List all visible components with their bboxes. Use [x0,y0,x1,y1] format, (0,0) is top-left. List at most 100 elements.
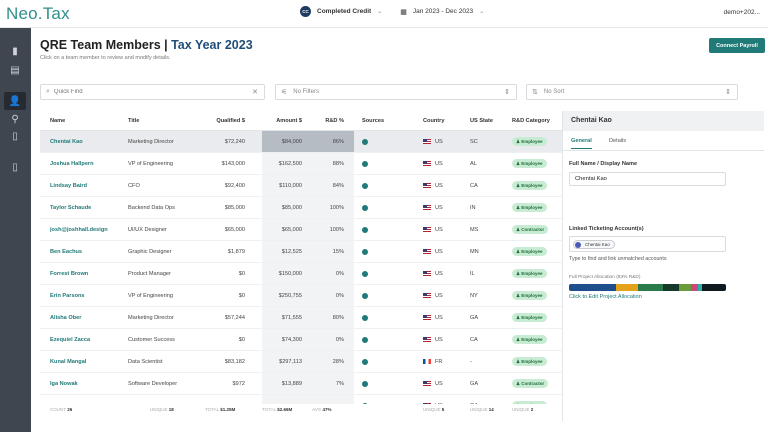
source-icon[interactable] [362,307,392,328]
table-row[interactable]: Taylor Schaude Backend Data Ops $85,000 $85… [40,197,562,219]
team-members-table: Name Title Qualified $ Amount $ R&D % So… [40,111,562,421]
date-range-selector[interactable]: Jan 2023 - Dec 2023 [412,8,474,15]
footer-unique-category: UNIQUE 2 [512,407,534,412]
quick-find-input[interactable] [53,89,204,95]
header-name[interactable]: Name [50,117,66,124]
source-icon[interactable] [362,153,392,174]
member-country: US [423,197,463,218]
sort-dropdown-icon[interactable]: ⇕ [725,89,731,96]
filter-box[interactable]: ⚟ No Filters ⇕ [275,84,517,100]
source-icon[interactable] [362,329,392,350]
category-badge: ♟ Employee [512,159,547,168]
header-state[interactable]: US State [470,117,494,124]
quick-find-box[interactable]: ⌕ ✕ [40,84,265,100]
chevron-down-icon[interactable]: ⌄ [377,9,383,15]
member-state: CA [470,336,478,343]
ticketing-chip[interactable]: Chentai Kao [573,240,615,249]
team-members-icon[interactable]: 👤 [4,92,26,110]
table-row[interactable]: Erin Parsons VP of Engineering $0 $250,755 0… [40,285,562,307]
member-name[interactable]: Kunal Mangal [50,358,87,365]
member-country: US [423,307,463,328]
header-qualified[interactable]: Qualified $ [216,117,245,124]
user-settings-icon[interactable]: ⚲ [11,113,19,125]
member-name[interactable]: Erin Parsons [50,292,85,299]
table-row[interactable]: Kunal Mangal Data Scientist $83,182 $297,11… [40,351,562,373]
table-row[interactable]: Iga Nowak Software Developer $972 $13,889 7%… [40,373,562,395]
ticketing-label: Linked Ticketing Account(s) [569,226,644,232]
member-country: US [423,263,463,284]
source-icon[interactable] [362,241,392,262]
member-title: CFO [128,182,140,189]
source-icon[interactable] [362,175,392,196]
member-name[interactable]: josh@joshhall.design [50,226,108,233]
member-name[interactable]: Alisha Ober [50,314,82,321]
footer-avg-rd: AVG 47% [312,407,332,412]
footer-count: COUNT 26 [50,407,73,412]
table-row[interactable]: Chentai Kao Marketing Director $72,240 $84,… [40,131,562,153]
header-amount[interactable]: Amount $ [276,117,302,124]
app-logo[interactable]: Neo.Tax [6,4,70,23]
allocation-segment [702,284,726,291]
member-name[interactable]: Chentai Kao [50,138,83,145]
ticketing-input[interactable]: Chentai Kao [569,236,726,252]
member-name[interactable]: Lindsay Baird [50,182,87,189]
documents-icon[interactable]: ▯ [12,130,18,142]
category-badge: ♟ Contractor [512,225,549,234]
table-row[interactable]: Ben Eachus Graphic Designer $1,879 $12,525 1… [40,241,562,263]
member-name[interactable]: Forrest Brown [50,270,89,277]
sort-box[interactable]: ⇅ No Sort ⇕ [526,84,738,100]
member-name[interactable]: Taylor Schaude [50,204,92,211]
table-row[interactable]: Ezequiel Zacca Customer Success $0 $74,300 0… [40,329,562,351]
flag-icon [423,139,431,144]
clear-icon[interactable]: ✕ [252,89,258,96]
header-country[interactable]: Country [423,117,445,124]
member-name[interactable]: Ben Eachus [50,248,83,255]
edit-allocation-link[interactable]: Click to Edit Project Allocation [569,294,642,300]
source-icon[interactable] [362,219,392,240]
member-state: CA [470,182,478,189]
table-row[interactable]: Forrest Brown Product Manager $0 $150,000 0%… [40,263,562,285]
member-qualified: $72,240 [224,138,245,145]
chart-icon[interactable]: ▮ [12,45,18,57]
member-rd-percent: 88% [332,160,344,167]
table-row[interactable]: Lindsay Baird CFO $92,400 $110,000 84% US CA ♟ … [40,175,562,197]
header-rd[interactable]: R&D % [325,117,344,124]
member-country: US [423,329,463,350]
source-icon[interactable] [362,373,392,394]
source-icon[interactable] [362,285,392,306]
chevron-down-icon[interactable]: ⌄ [479,9,485,15]
ticketing-chip-label: Chentai Kao [585,242,610,247]
category-badge: ♟ Employee [512,247,547,256]
member-state: - [470,358,472,365]
member-name[interactable]: Joshua Hallpern [50,160,94,167]
user-menu[interactable]: demo+202... [723,9,760,16]
connect-payroll-button[interactable]: Connect Payroll [709,38,765,53]
source-icon[interactable] [362,131,392,152]
table-row[interactable]: Alisha Ober Marketing Director $57,244 $71,… [40,307,562,329]
source-icon[interactable] [362,197,392,218]
header-title[interactable]: Title [128,117,140,124]
header-category[interactable]: R&D Category [512,117,550,124]
source-icon[interactable] [362,351,392,372]
table-row[interactable]: Joshua Hallpern VP of Engineering $143,000… [40,153,562,175]
reports-icon[interactable]: ▯ [12,161,18,173]
header-sources[interactable]: Sources [362,117,385,124]
tab-general[interactable]: General [571,138,592,149]
filter-dropdown-icon[interactable]: ⇕ [504,89,510,96]
allocation-segment [616,284,639,291]
member-name[interactable]: Ezequiel Zacca [50,336,91,343]
member-qualified: $0 [238,292,245,299]
category-badge: ♟ Employee [512,203,547,212]
table-row[interactable]: josh@joshhall.design UI/UX Designer $65,00… [40,219,562,241]
filter-label: No Filters [293,89,319,95]
credit-selector[interactable]: Completed Credit [317,8,372,15]
projects-icon[interactable]: ▤ [10,64,20,76]
tab-details[interactable]: Details [609,138,627,144]
member-country: US [423,285,463,306]
allocation-bar[interactable] [569,284,726,291]
full-name-input[interactable] [569,172,726,186]
flag-icon [423,249,431,254]
tax-year-label: Tax Year 2023 [171,38,253,52]
member-name[interactable]: Iga Nowak [50,380,78,387]
source-icon[interactable] [362,263,392,284]
